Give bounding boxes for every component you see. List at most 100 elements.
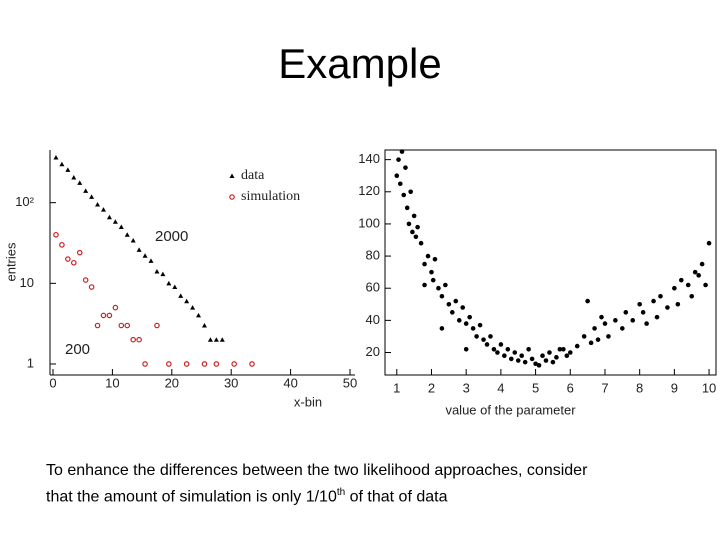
data-point (112, 304, 119, 311)
data-point (477, 322, 483, 328)
data-point (574, 343, 580, 349)
caption-line: that the amount of simulation is only 1/… (46, 488, 337, 506)
data-point (406, 221, 412, 227)
data-point (502, 353, 507, 359)
data-point (76, 249, 83, 256)
data-point (658, 293, 663, 299)
data-point (94, 322, 101, 329)
data-point (106, 214, 112, 220)
data-point (142, 361, 148, 367)
data-point (554, 355, 559, 360)
data-point (249, 361, 255, 367)
data-point (399, 149, 405, 154)
x-tick-label: 0 (49, 375, 56, 390)
data-point (411, 213, 417, 219)
y-tick-label: 20 (366, 344, 380, 359)
data-point (533, 361, 538, 367)
x-tick-label: 9 (671, 380, 678, 395)
data-point (550, 359, 556, 365)
x-tick-label: 20 (165, 375, 179, 390)
data-point (425, 253, 431, 259)
data-point (706, 240, 712, 246)
data-point (508, 356, 514, 362)
data-point (142, 253, 148, 258)
data-point (515, 358, 521, 363)
plot-frame (384, 149, 717, 376)
data-point (467, 314, 472, 320)
data-point (505, 346, 511, 352)
data-point (201, 322, 207, 328)
data-point (630, 318, 636, 323)
data-point (443, 282, 448, 288)
data-point (166, 361, 172, 367)
data-point (124, 232, 130, 237)
data-point (415, 224, 420, 230)
data-point (112, 219, 118, 224)
y-tick-label: 120 (358, 183, 380, 198)
data-point (439, 293, 445, 299)
data-point (654, 314, 660, 320)
data-point (564, 353, 570, 359)
data-point (190, 305, 196, 310)
data-point (588, 340, 594, 346)
data-point (488, 334, 493, 339)
data-point (491, 346, 497, 352)
legend-marker (229, 173, 235, 178)
x-tick-label: 1 (393, 380, 400, 395)
data-point (495, 350, 500, 355)
data-point (418, 240, 424, 246)
data-point (408, 189, 413, 195)
data-point (453, 298, 459, 304)
x-tick-label: 10 (105, 375, 119, 390)
data-point (606, 334, 611, 339)
data-point (118, 224, 124, 229)
data-point (581, 334, 587, 339)
x-tick-label: 3 (463, 380, 470, 395)
data-point (543, 358, 549, 363)
caption-line: of that of data (345, 488, 448, 506)
data-point (498, 342, 504, 347)
data-point (512, 350, 518, 355)
data-point (620, 326, 625, 331)
data-point (178, 293, 184, 298)
data-point (585, 298, 590, 304)
data-point (396, 157, 401, 162)
data-point (536, 363, 542, 368)
data-point (595, 337, 601, 342)
data-point (413, 234, 419, 240)
x-tick-label: 4 (497, 380, 504, 395)
data-point (100, 312, 107, 319)
annotation: 2000 (155, 228, 188, 245)
legend-marker (229, 194, 235, 200)
caption-line: To enhance the differences between the t… (46, 462, 588, 479)
data-point (219, 337, 225, 342)
data-point (82, 277, 89, 283)
x-tick-label: 8 (636, 380, 643, 395)
x-tick-label: 6 (567, 380, 574, 395)
data-point (410, 229, 415, 235)
data-point (124, 322, 131, 329)
data-point (463, 321, 469, 326)
data-point (689, 293, 695, 299)
data-point (404, 205, 410, 211)
data-point (397, 181, 403, 187)
x-tick-label: 2 (428, 380, 435, 395)
data-point (567, 350, 573, 355)
data-point (130, 237, 136, 243)
annotation: 200 (65, 341, 90, 358)
data-point (592, 326, 597, 331)
data-point (526, 346, 531, 352)
y-tick-label: 10 (20, 275, 34, 290)
data-point (446, 301, 452, 307)
data-point (184, 298, 190, 304)
y-tick-label: 1 (27, 355, 34, 370)
data-point (547, 350, 552, 355)
data-point (77, 180, 83, 185)
data-point (394, 173, 400, 179)
data-point (401, 192, 407, 198)
data-point (672, 285, 677, 291)
data-point (561, 346, 566, 352)
data-point (59, 161, 65, 167)
